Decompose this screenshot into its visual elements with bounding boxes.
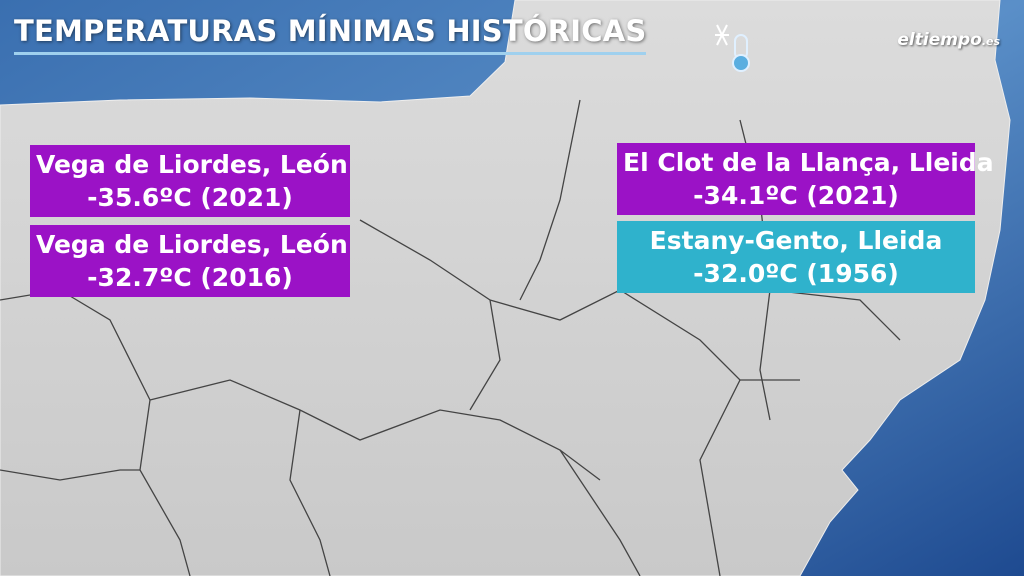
reading: -35.6ºC (2021): [87, 183, 293, 212]
record-label: Vega de Liordes, León -35.6ºC (2021): [30, 145, 350, 217]
logo-name: eltiempo: [897, 30, 982, 50]
reading: -32.7ºC (2016): [87, 263, 293, 292]
logo-suffix: .es: [981, 35, 1000, 48]
record-label: Vega de Liordes, León -32.7ºC (2016): [30, 225, 350, 297]
place: Vega de Liordes, León: [36, 230, 348, 259]
record-label: El Clot de la Llança, Lleida -34.1ºC (202…: [617, 143, 994, 215]
place: Estany-Gento, Lleida: [649, 226, 943, 255]
reading: -34.1ºC (2021): [693, 181, 899, 210]
logo: eltiempo.es: [897, 30, 1000, 50]
reading: -32.0ºC (1956): [693, 259, 899, 288]
place: Vega de Liordes, León: [36, 150, 348, 179]
thermometer-icon: [715, 24, 750, 72]
place: El Clot de la Llança, Lleida: [623, 148, 994, 177]
record-label: Estany-Gento, Lleida -32.0ºC (1956): [617, 221, 975, 293]
title: TEMPERATURAS MÍNIMAS HISTÓRICAS: [14, 14, 647, 55]
